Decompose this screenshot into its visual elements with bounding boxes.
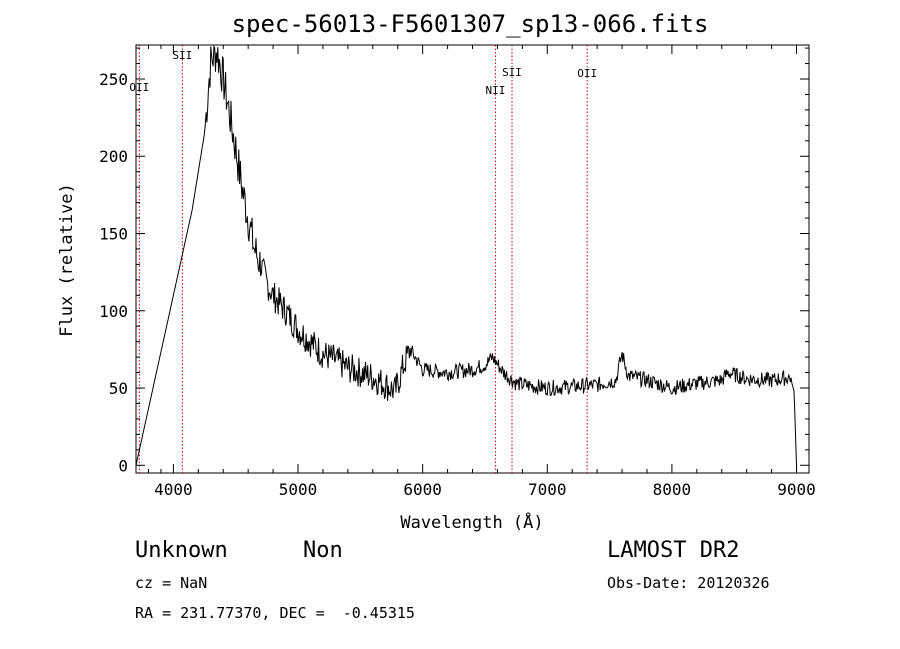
spectrum-line <box>135 44 797 466</box>
line-marker-label: OII <box>129 81 149 94</box>
line-marker-label: SII <box>502 66 522 79</box>
y-tick-label: 250 <box>99 70 128 89</box>
x-tick-label: 5000 <box>279 480 318 499</box>
y-axis-label: Flux (relative) <box>57 183 77 337</box>
survey-name: LAMOST DR2 <box>607 538 740 563</box>
x-axis-label: Wavelength (Å) <box>400 511 543 533</box>
ra-dec-coordinates: RA = 231.77370, DEC = -0.45315 <box>135 604 415 622</box>
y-tick-label: 100 <box>99 302 128 321</box>
x-tick-label: 9000 <box>777 480 816 499</box>
line-marker-label: SII <box>172 49 192 62</box>
redshift-cz: cz = NaN <box>135 574 208 592</box>
axis-ticks: 4000 5000 6000 7000 8000 9000 0 50 100 150 200 250 <box>99 45 816 499</box>
object-class: Unknown <box>135 538 228 563</box>
line-marker-label: NII <box>485 84 505 97</box>
object-subclass: Non <box>303 538 343 563</box>
y-tick-label: 0 <box>118 456 128 475</box>
x-tick-label: 8000 <box>653 480 692 499</box>
plot-frame <box>135 44 810 474</box>
observation-date: Obs-Date: 20120326 <box>607 574 770 592</box>
line-marker-label: OII <box>577 67 597 80</box>
x-tick-label: 4000 <box>154 480 193 499</box>
y-tick-label: 50 <box>109 379 128 398</box>
line-markers: OII SII NII SII OII <box>129 45 597 473</box>
y-tick-label: 150 <box>99 225 128 244</box>
x-tick-label: 7000 <box>528 480 567 499</box>
series-group <box>135 44 797 466</box>
chart-title: spec-56013-F5601307_sp13-066.fits <box>231 10 709 38</box>
x-tick-label: 6000 <box>403 480 442 499</box>
y-tick-label: 200 <box>99 147 128 166</box>
